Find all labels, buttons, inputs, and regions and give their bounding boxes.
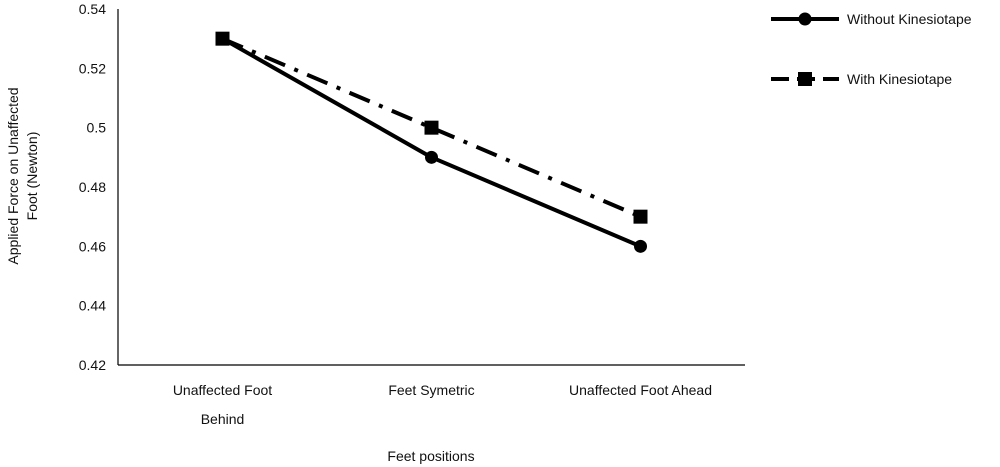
legend-label-without-kinesiotape: Without Kinesiotape (847, 11, 972, 27)
x-tick-label-line: Unaffected Foot Ahead (569, 382, 712, 398)
y-tick-label: 0.42 (79, 357, 106, 373)
x-tick-label-line: Unaffected Foot (173, 382, 272, 398)
x-tick-label: Feet Symetric (388, 382, 474, 398)
y-axis-title-line: Foot (Newton) (24, 132, 40, 221)
series-line-with-kinesiotape (221, 36, 642, 219)
y-tick-labels: 0.42 0.44 0.46 0.48 0.5 0.52 0.54 (79, 1, 106, 373)
y-tick-label: 0.44 (79, 298, 106, 314)
legend-marker-with-kinesiotape (798, 72, 812, 86)
y-tick-label: 0.48 (79, 179, 106, 195)
x-axis-title: Feet positions (387, 448, 474, 464)
x-tick-label: Unaffected Foot Ahead (569, 382, 712, 398)
data-point-without-kinesiotape (425, 150, 438, 164)
x-tick-label: Unaffected Foot Behind (173, 382, 272, 427)
y-tick-label: 0.52 (79, 60, 106, 76)
x-tick-label-line: Behind (201, 411, 245, 427)
legend: Without Kinesiotape With Kinesiotape (771, 11, 972, 87)
data-point-with-kinesiotape (633, 209, 648, 224)
series-line-without-kinesiotape (221, 36, 642, 249)
y-axis-title: Applied Force on Unaffected Foot (Newton) (5, 87, 40, 264)
data-point-without-kinesiotape (634, 239, 647, 253)
legend-marker-without-kinesiotape (798, 12, 812, 26)
y-tick-label: 0.46 (79, 238, 106, 254)
x-tick-labels: Unaffected Foot Behind Feet Symetric Unaffe… (173, 382, 712, 427)
axes (117, 9, 745, 366)
y-tick-label: 0.5 (87, 120, 107, 136)
data-point-with-kinesiotape (424, 120, 439, 135)
legend-label-with-kinesiotape: With Kinesiotape (847, 71, 952, 87)
y-tick-label: 0.54 (79, 1, 106, 17)
x-tick-label-line: Feet Symetric (388, 382, 474, 398)
data-point-without-kinesiotape (216, 32, 229, 46)
y-axis-title-line: Applied Force on Unaffected (5, 87, 21, 264)
series-layer (215, 31, 648, 253)
